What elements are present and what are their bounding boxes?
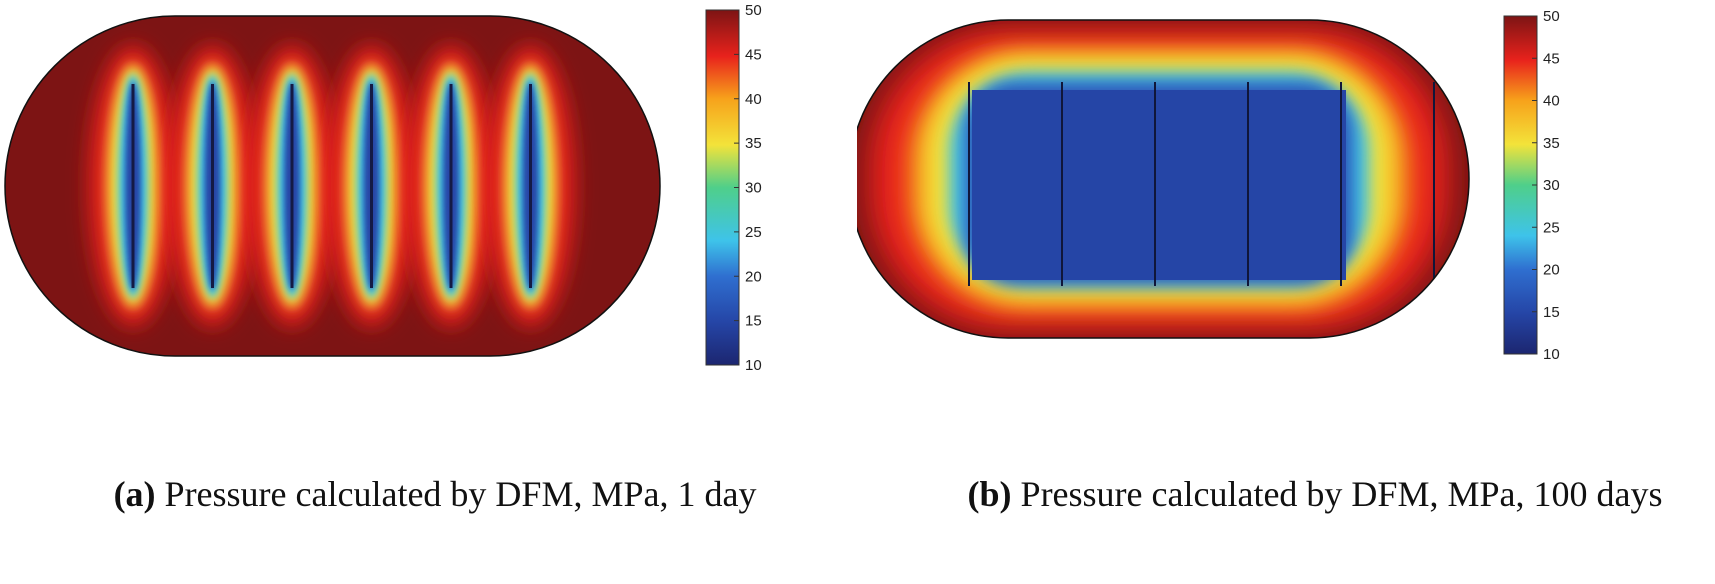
domain-outline-b [857,19,1470,339]
colorbar-tick-label: 45 [745,46,762,63]
colorbar-ticks-a: 50 45 40 35 30 25 20 15 10 [734,2,762,374]
caption-a-text: Pressure calculated by DFM, MPa, 1 day [164,474,757,514]
caption-b-text: Pressure calculated by DFM, MPa, 100 day… [1020,474,1663,514]
colorbar-tick-label: 25 [1543,219,1560,236]
caption-b-label: (b) [967,474,1012,514]
colorbar-tick-label: 20 [745,268,762,285]
colorbar-tick-label: 15 [1543,304,1560,321]
pressure-map-1-day: 50 45 40 35 30 25 20 15 10 [4,2,762,374]
colorbar-tick-label: 30 [745,180,762,197]
caption-a: (a) Pressure calculated by DFM, MPa, 1 d… [40,466,830,522]
pressure-map-100-days: 50 45 40 35 30 25 20 15 10 [857,8,1560,363]
colorbar-a [705,9,740,366]
colorbar-tick-label: 35 [745,135,762,152]
colorbar-tick-label: 50 [1543,8,1560,25]
colorbar-tick-label: 10 [1543,346,1560,363]
caption-b: (b) Pressure calculated by DFM, MPa, 100… [925,466,1705,522]
colorbar-ticks-b: 50 45 40 35 30 25 20 15 10 [1532,8,1560,363]
colorbar-tick-label: 45 [1543,50,1560,67]
colorbar-tick-label: 40 [1543,93,1560,110]
caption-a-label: (a) [113,474,156,514]
colorbar-tick-label: 15 [745,313,762,330]
colorbar-tick-label: 20 [1543,262,1560,279]
domain-b [857,20,1469,338]
colorbar-tick-label: 30 [1543,177,1560,194]
pressure-core [972,90,1346,280]
panel-b: 50 45 40 35 30 25 20 15 10 (b) Pressure calculat… [857,0,1715,584]
fracture-group-a [89,46,575,326]
fracture-group-b [968,82,1435,286]
domain-outline-a [4,15,661,357]
colorbar-tick-label: 25 [745,224,762,241]
panel-a: 50 45 40 35 30 25 20 15 10 (a) Pressure calculat… [0,0,857,584]
domain-a [5,16,660,356]
colorbar-tick-label: 40 [745,91,762,108]
colorbar-tick-label: 50 [745,2,762,19]
colorbar-tick-label: 35 [1543,135,1560,152]
colorbar-tick-label: 10 [745,357,762,374]
